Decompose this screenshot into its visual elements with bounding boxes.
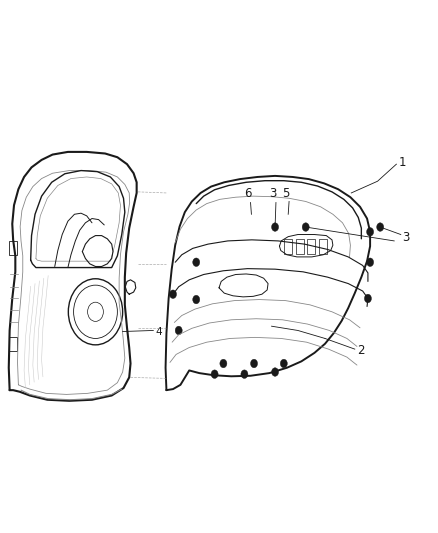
Bar bbox=[9, 337, 17, 351]
Circle shape bbox=[377, 223, 384, 231]
Circle shape bbox=[272, 368, 279, 376]
Circle shape bbox=[193, 258, 200, 266]
Text: 6: 6 bbox=[244, 187, 251, 200]
Text: 3: 3 bbox=[269, 187, 276, 200]
Text: 4: 4 bbox=[155, 327, 162, 336]
Circle shape bbox=[364, 294, 371, 303]
Circle shape bbox=[302, 223, 309, 231]
Circle shape bbox=[211, 370, 218, 378]
Text: 5: 5 bbox=[282, 187, 289, 200]
Text: 2: 2 bbox=[357, 344, 364, 357]
Circle shape bbox=[367, 258, 374, 266]
Bar bbox=[284, 239, 292, 254]
Bar bbox=[319, 239, 327, 254]
Circle shape bbox=[241, 370, 248, 378]
Circle shape bbox=[175, 326, 182, 335]
Bar bbox=[296, 239, 304, 254]
Text: 1: 1 bbox=[399, 156, 406, 169]
Bar bbox=[9, 241, 17, 255]
Circle shape bbox=[251, 359, 258, 368]
Circle shape bbox=[272, 223, 279, 231]
Circle shape bbox=[280, 359, 287, 368]
Circle shape bbox=[193, 295, 200, 304]
Circle shape bbox=[170, 290, 177, 298]
Text: 3: 3 bbox=[402, 231, 410, 244]
Circle shape bbox=[220, 359, 227, 368]
Circle shape bbox=[367, 228, 374, 236]
Bar bbox=[307, 239, 315, 254]
